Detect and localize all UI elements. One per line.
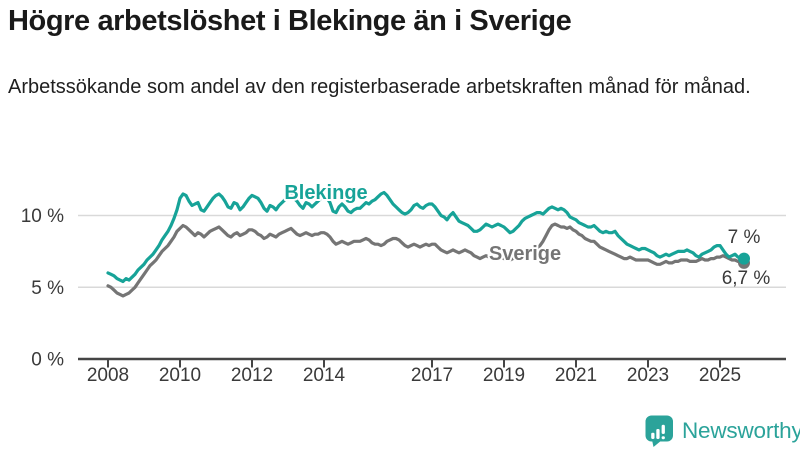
y-tick-label: 5 % bbox=[31, 278, 64, 299]
y-tick-label: 10 % bbox=[21, 206, 64, 227]
newsworthy-brand-text: Newsworthy bbox=[682, 418, 800, 443]
page-subtitle: Arbetssökande som andel av den registerb… bbox=[8, 76, 751, 98]
end-dot-blekinge bbox=[738, 252, 750, 265]
y-tick-label: 0 % bbox=[31, 350, 64, 371]
series-line-sverige bbox=[106, 222, 746, 298]
x-tick-label: 2012 bbox=[231, 365, 273, 386]
x-tick-label: 2010 bbox=[159, 365, 201, 386]
end-value-label-blekinge: 7 % bbox=[728, 227, 761, 248]
newsworthy-logo[interactable]: Newsworthy bbox=[644, 414, 800, 448]
newsworthy-bar-chart-bubble-icon bbox=[645, 415, 673, 447]
series-label-blekinge: Blekinge bbox=[284, 182, 367, 204]
x-tick-label: 2019 bbox=[483, 365, 525, 386]
x-tick-label: 2017 bbox=[411, 365, 453, 386]
series-label-sverige: Sverige bbox=[489, 243, 561, 265]
x-tick-label: 2014 bbox=[303, 365, 346, 386]
chart-annotations: Blekinge Sverige 7 % 6,7 % bbox=[282, 180, 771, 289]
page-title: Högre arbetslöshet i Blekinge än i Sveri… bbox=[8, 5, 572, 37]
end-value-label-sverige: 6,7 % bbox=[722, 268, 771, 289]
chart-axes: 0 % 5 % 10 % 2008 2010 2012 2014 2017 2019 2021 20… bbox=[21, 206, 786, 386]
x-tick-label: 2023 bbox=[627, 365, 669, 386]
x-tick-label: 2008 bbox=[87, 365, 129, 386]
x-tick-label: 2021 bbox=[555, 365, 597, 386]
chart-series bbox=[106, 190, 750, 298]
series-line-blekinge bbox=[106, 190, 746, 284]
x-tick-label: 2025 bbox=[699, 365, 741, 386]
